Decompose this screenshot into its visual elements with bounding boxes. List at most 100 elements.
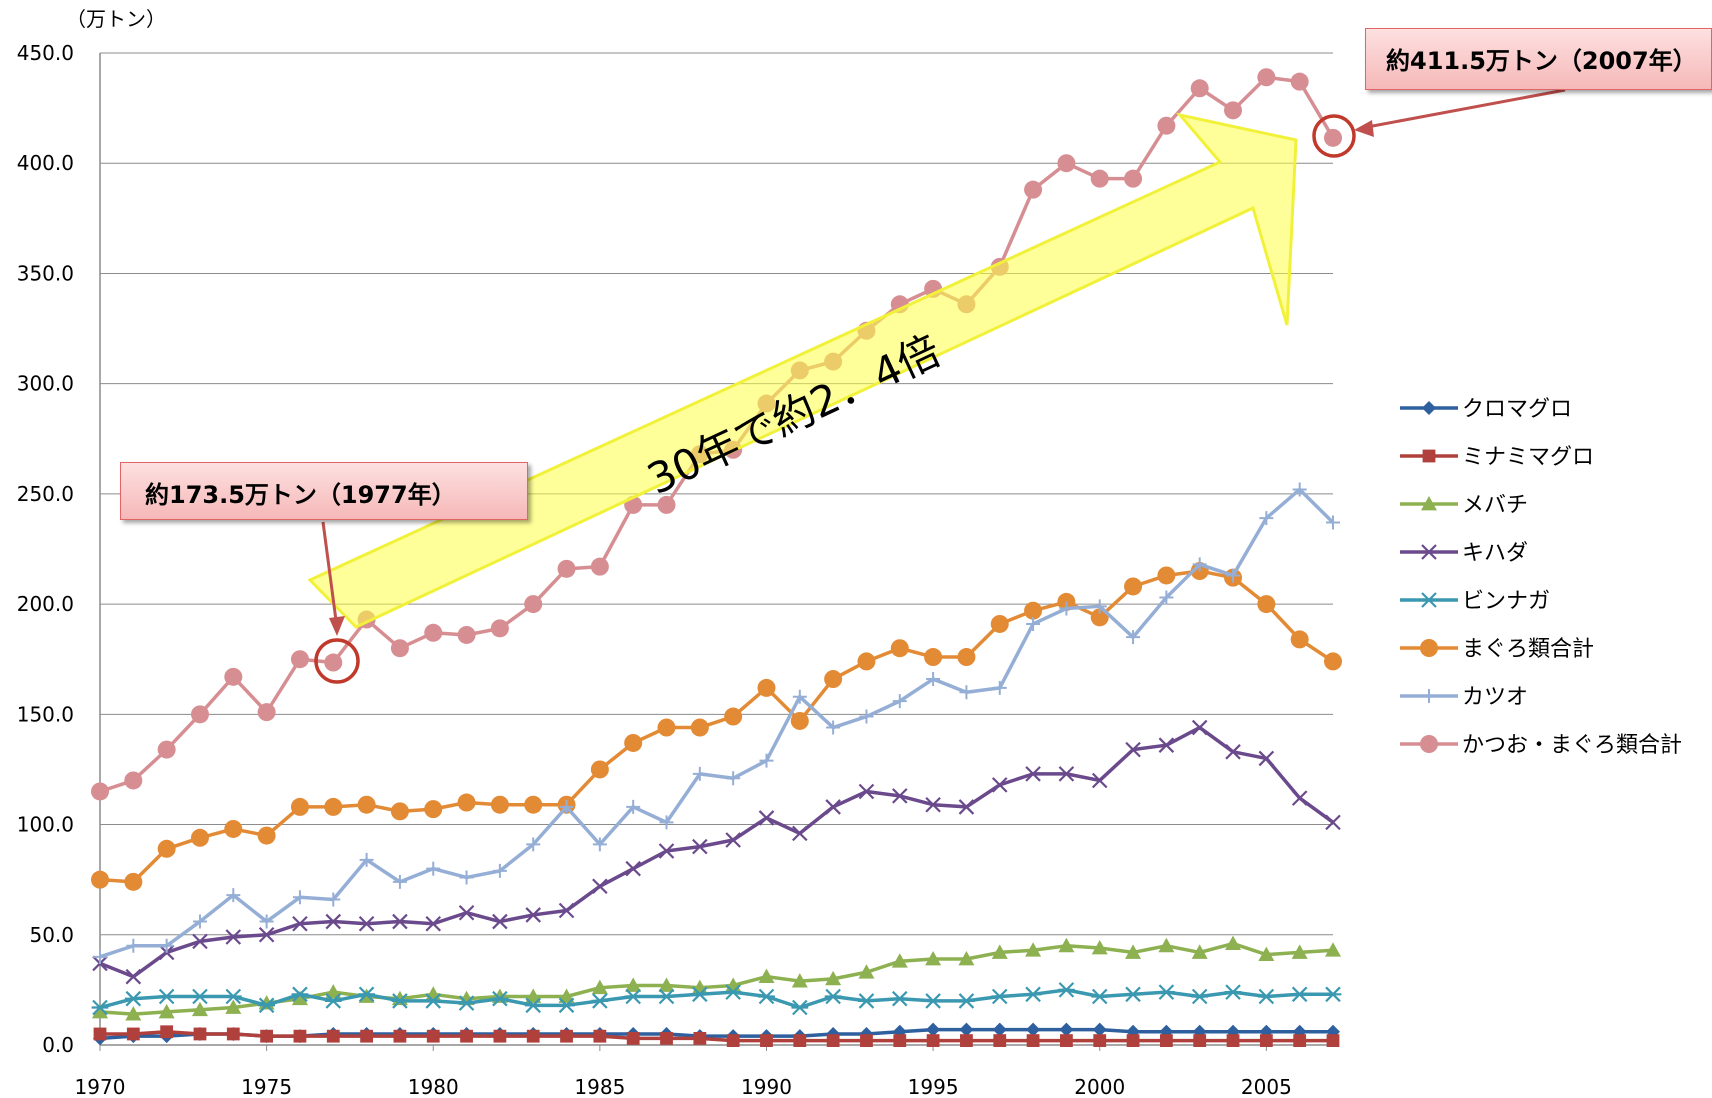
data-point	[191, 988, 209, 1005]
highlight-circle-1977	[314, 638, 360, 684]
data-point	[891, 953, 908, 968]
data-point	[1059, 601, 1074, 616]
data-point	[626, 799, 641, 814]
data-point	[1324, 652, 1342, 671]
data-point	[1124, 169, 1143, 188]
legend-label: メバチ	[1462, 493, 1528, 518]
data-point	[1059, 1022, 1074, 1037]
data-point	[358, 986, 375, 1003]
data-point	[1258, 750, 1275, 767]
data-point	[491, 990, 509, 1007]
data-point	[358, 915, 375, 932]
data-point	[257, 703, 276, 722]
data-point	[757, 678, 776, 697]
data-point	[1226, 1034, 1240, 1047]
data-point	[1224, 101, 1243, 120]
data-point	[226, 888, 241, 903]
data-point	[426, 861, 441, 876]
y-unit-label: （万トン）	[66, 7, 166, 31]
data-point	[124, 872, 143, 891]
data-point	[326, 892, 341, 907]
data-point	[593, 1029, 607, 1043]
legend-item: まぐろ類合計	[1400, 637, 1594, 662]
data-point	[224, 667, 243, 686]
data-point	[790, 711, 809, 730]
data-point	[1025, 766, 1041, 782]
y-tick-label: 250.0	[17, 482, 74, 506]
legend-marker	[1420, 639, 1438, 657]
series-3	[92, 719, 1341, 985]
data-point	[1191, 944, 1208, 959]
data-point	[424, 993, 442, 1009]
data-point	[693, 1031, 707, 1045]
data-point	[258, 997, 276, 1014]
data-point	[293, 1029, 307, 1043]
data-point	[926, 1022, 941, 1037]
data-point	[1026, 616, 1041, 631]
data-point	[758, 968, 775, 984]
data-point	[957, 648, 976, 667]
data-point	[692, 838, 708, 855]
data-point	[1325, 814, 1341, 831]
legend-marker	[1421, 496, 1437, 511]
data-point	[1326, 1034, 1340, 1047]
data-point	[992, 680, 1007, 695]
data-point	[793, 1034, 807, 1047]
data-point	[225, 929, 242, 945]
data-point	[991, 944, 1008, 959]
series-line	[99, 941, 1334, 1016]
y-tick-label: 200.0	[17, 592, 74, 616]
data-point	[660, 1031, 673, 1045]
legend-marker	[1422, 449, 1436, 463]
data-point	[225, 999, 242, 1014]
data-point	[525, 988, 542, 1003]
x-tick-label: 1990	[741, 1075, 792, 1098]
data-point	[1026, 1034, 1040, 1047]
data-point	[158, 988, 176, 1005]
legend-marker	[1422, 401, 1436, 415]
callout-arrowhead-1977	[329, 616, 345, 636]
data-point	[826, 1034, 840, 1047]
legend-item: カツオ	[1400, 685, 1528, 710]
data-point	[1225, 935, 1242, 950]
data-point	[1225, 744, 1241, 760]
data-point	[592, 837, 607, 852]
data-point	[157, 740, 176, 759]
legend-item: ビンナガ	[1400, 589, 1550, 614]
data-point	[657, 718, 676, 737]
data-point	[892, 788, 908, 804]
data-point	[1159, 590, 1174, 605]
data-point	[1093, 1034, 1107, 1047]
data-point	[658, 843, 675, 859]
data-point	[1258, 946, 1275, 962]
data-point	[191, 1001, 208, 1017]
data-point	[124, 990, 142, 1007]
data-point	[158, 1003, 175, 1019]
data-point	[926, 672, 941, 687]
data-point	[1158, 737, 1175, 753]
data-point	[859, 709, 874, 724]
data-point	[492, 863, 507, 878]
data-point	[690, 718, 709, 737]
data-point	[292, 915, 308, 932]
data-point	[724, 707, 743, 726]
data-point	[992, 1022, 1007, 1037]
data-point	[858, 993, 875, 1009]
data-point	[359, 852, 374, 867]
data-point	[259, 914, 274, 929]
data-point	[1290, 72, 1309, 91]
data-point	[91, 782, 109, 801]
data-point	[291, 990, 308, 1006]
data-point	[960, 1034, 973, 1047]
legend-label: カツオ	[1462, 685, 1528, 710]
data-point	[1058, 982, 1075, 998]
legend-marker	[1421, 544, 1437, 560]
y-tick-label: 100.0	[17, 813, 74, 837]
data-point	[1058, 766, 1075, 782]
data-point	[324, 797, 343, 816]
x-tick-label: 1995	[908, 1075, 959, 1098]
data-point	[691, 986, 709, 1003]
data-point	[1191, 719, 1208, 736]
data-point	[791, 973, 808, 988]
